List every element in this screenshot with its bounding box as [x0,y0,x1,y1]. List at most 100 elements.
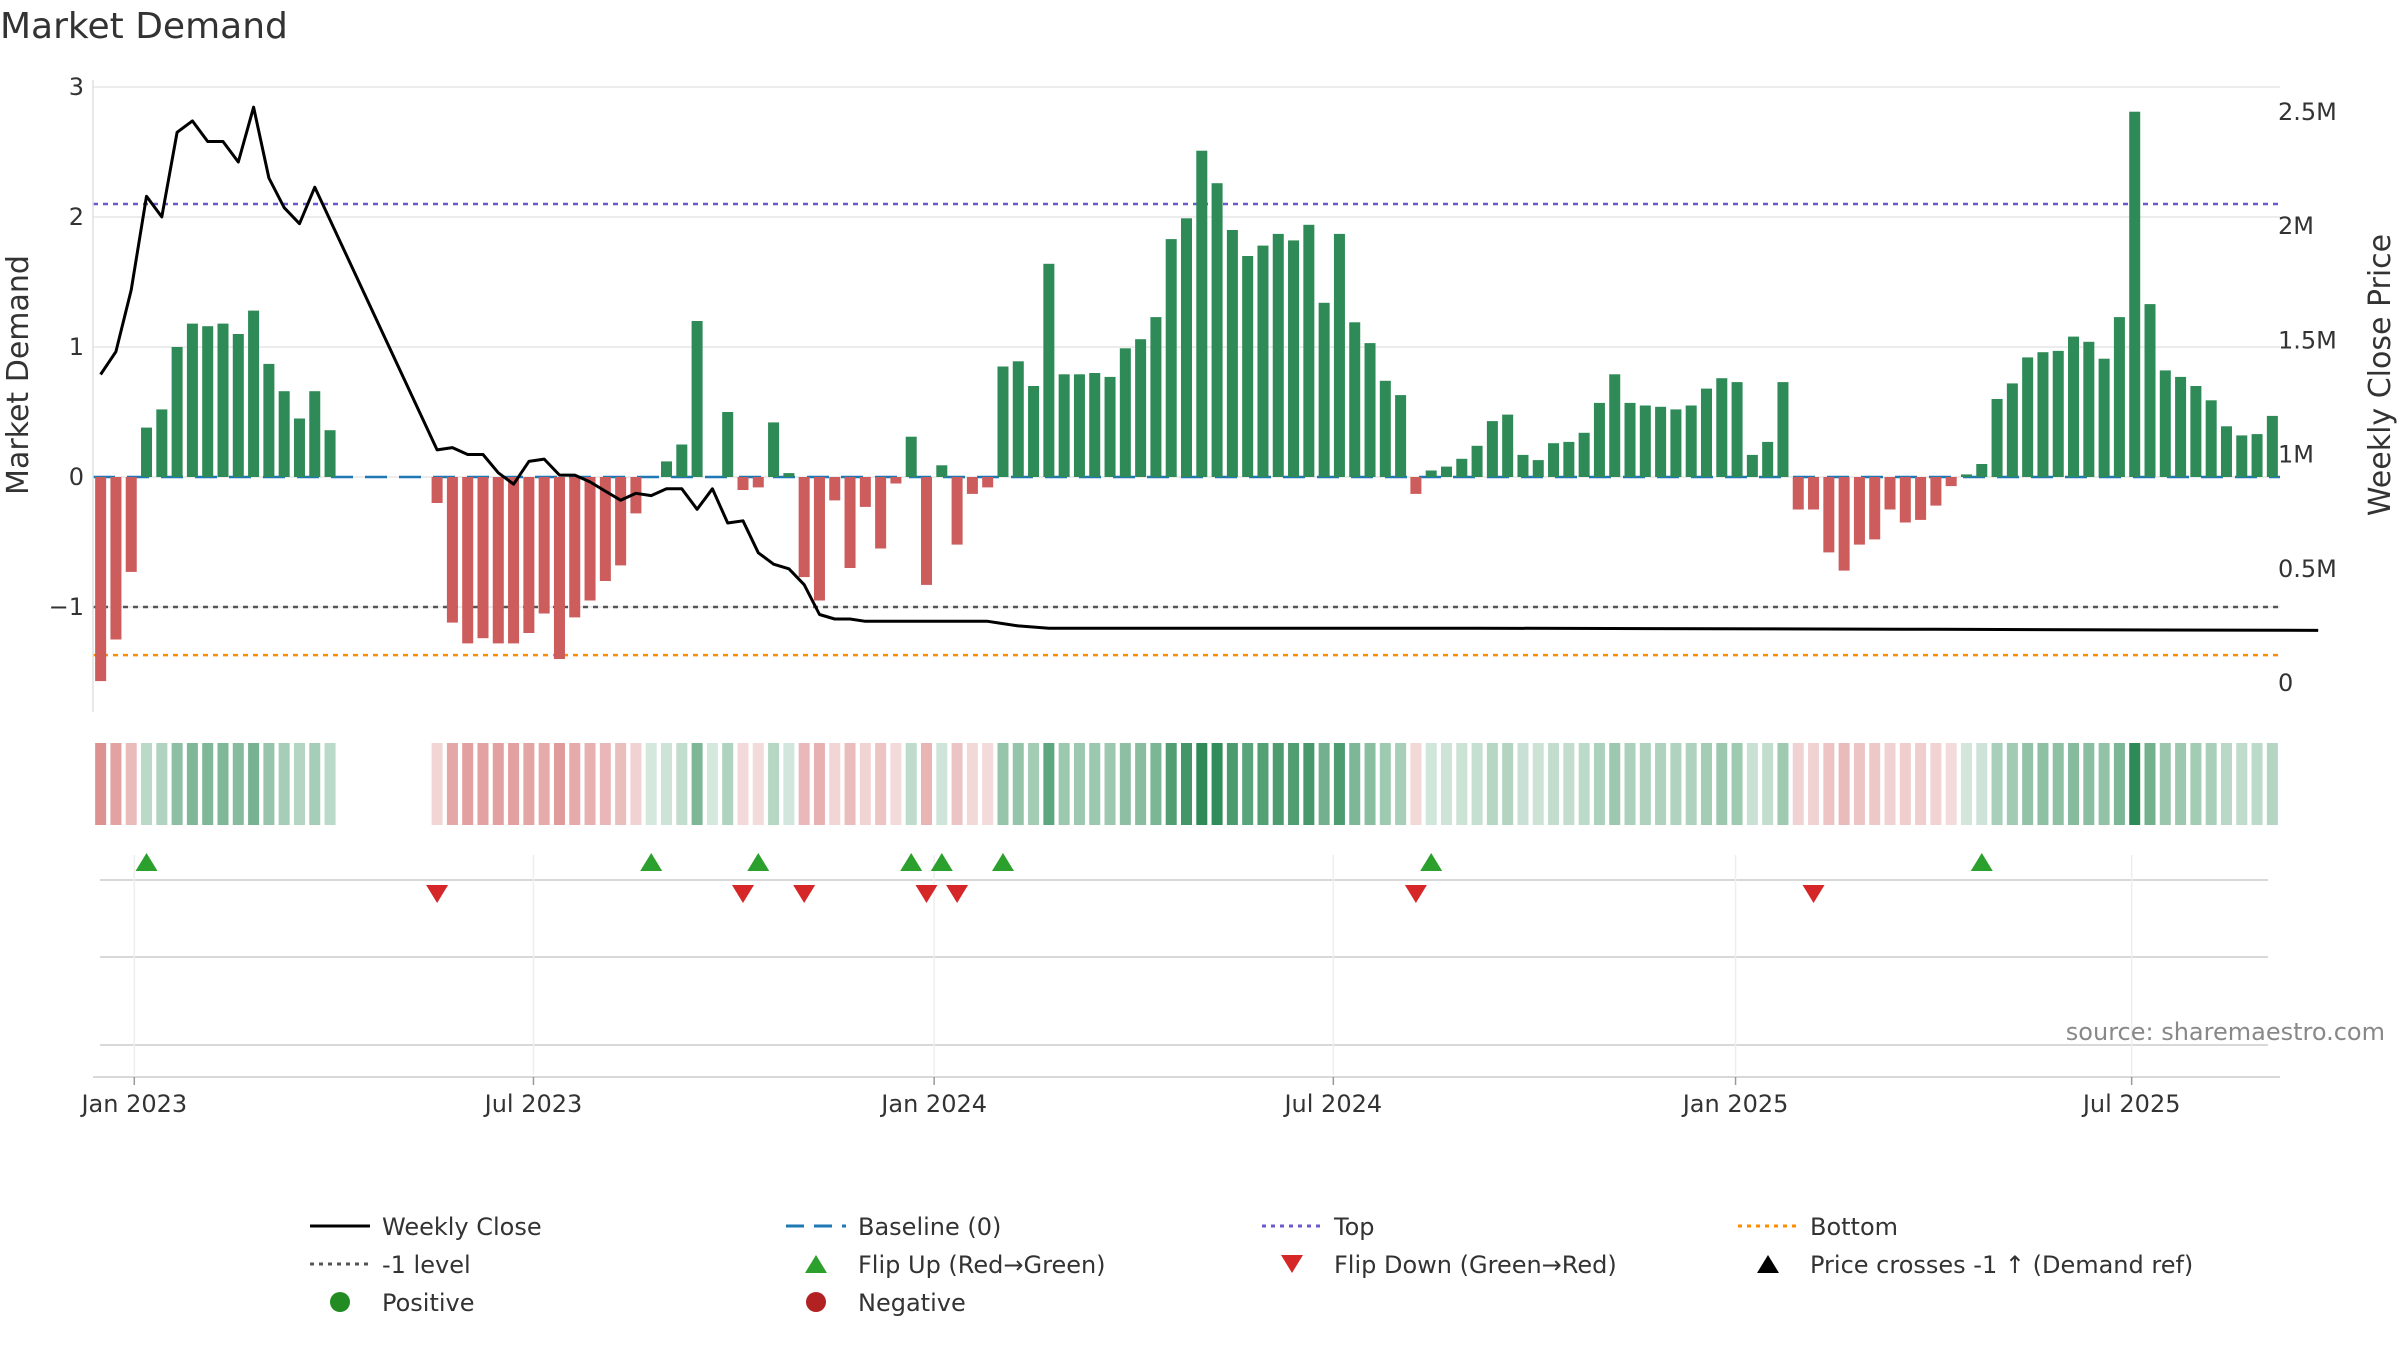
demand-bar [202,326,214,477]
demand-bar [1012,361,1024,477]
demand-bar [1073,374,1085,477]
demand-bar [1563,441,1575,477]
heat-cell [1410,743,1422,825]
heat-cell [186,743,198,825]
heat-cell [798,743,810,825]
heat-cell [645,743,657,825]
heat-cell [1486,743,1498,825]
demand-bar [508,477,520,644]
demand-bar [890,477,902,484]
demand-bar [813,477,825,601]
demand-bar [248,310,260,477]
demand-bar [722,412,734,477]
heat-cell [1104,743,1116,825]
y-tick-label: −1 [49,593,84,621]
demand-bar [2144,304,2156,477]
heat-cell [982,743,994,825]
heat-cell [813,743,825,825]
legend-swatch [330,1292,350,1312]
heat-cell [1808,743,1820,825]
flip-down-marker [1404,885,1427,903]
heat-cell [1792,743,1804,825]
heat-cell [1899,743,1911,825]
demand-bar [1180,218,1193,478]
demand-bar [2159,370,2171,477]
flip-up-marker [1420,853,1443,871]
heat-cell [1303,743,1315,825]
demand-bar [1624,402,1636,477]
demand-bar [1945,477,1957,487]
heat-cell [1915,743,1927,825]
heat-cell [1471,743,1483,825]
demand-bar [2006,383,2018,477]
heat-cell [2129,743,2141,825]
heat-cell [1930,743,1942,825]
legend-label: Negative [858,1289,966,1317]
demand-bar [309,391,321,477]
y2-tick-label: 0.5M [2278,555,2337,583]
demand-bar [125,477,137,572]
legend-label: Flip Down (Green→Red) [1334,1251,1617,1279]
demand-bar [1869,477,1881,540]
legend-label: Baseline (0) [858,1213,1001,1241]
demand-bar [2236,435,2248,477]
demand-bar [905,436,917,477]
demand-bar [462,477,474,644]
demand-bar [1043,263,1055,477]
heat-cell [2251,743,2263,825]
demand-bar [921,477,933,585]
heat-cell [1226,743,1238,825]
demand-bar [1716,378,1728,477]
heat-cell [1639,743,1651,825]
heat-cell [1028,743,1040,825]
flip-up-marker [900,853,923,871]
heat-cell [706,743,718,825]
heat-cell [2175,743,2187,825]
demand-bar [1502,414,1514,477]
heat-cell [217,743,229,825]
heat-cell [2205,743,2217,825]
demand-bar [752,477,764,488]
demand-bar [2052,350,2064,477]
demand-bar [584,477,596,601]
x-tick-label: Jul 2025 [2081,1090,2181,1118]
heat-cell [599,743,611,825]
heat-cell [1379,743,1391,825]
demand-bar [2068,336,2080,477]
heat-cell [2220,743,2232,825]
demand-bar [1425,470,1437,477]
demand-bar [1028,386,1040,477]
heat-cell [1395,743,1407,825]
demand-bar [1655,406,1667,477]
y2-tick-label: 1.5M [2278,326,2337,354]
heat-cell [951,743,963,825]
demand-bar [630,477,642,514]
y2-tick-label: 1M [2278,441,2314,469]
demand-bar [676,444,688,477]
heat-cell [523,743,535,825]
heat-cell [1777,743,1789,825]
heat-cell [2022,743,2034,825]
demand-bar [783,473,795,477]
demand-bar [1808,477,1820,510]
heat-cell [691,743,703,825]
demand-bar [278,391,290,477]
heat-cell [1150,743,1162,825]
heat-cell [2113,743,2125,825]
flip-down-marker [1802,885,1825,903]
legend-swatch [1757,1255,1779,1273]
demand-bar [1777,382,1789,477]
flip-up-marker [1970,853,1993,871]
demand-bar [1119,348,1131,477]
heat-cell [1762,743,1774,825]
y-tick-label: 1 [69,333,84,361]
demand-bar [2266,415,2278,477]
heat-cell [615,743,627,825]
demand-bar [1762,441,1774,477]
demand-bar [2251,434,2263,477]
heat-cell [1425,743,1437,825]
heat-cell [1012,743,1024,825]
demand-bar [2175,376,2187,477]
demand-bar [293,418,305,477]
